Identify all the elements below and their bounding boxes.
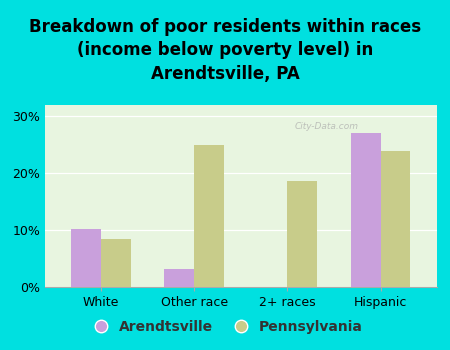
- Bar: [288, 181, 317, 287]
- Legend: Arendtsville, Pennsylvania: Arendtsville, Pennsylvania: [81, 314, 369, 340]
- Text: Breakdown of poor residents within races
(income below poverty level) in
Arendts: Breakdown of poor residents within races…: [29, 18, 421, 83]
- Bar: [194, 145, 224, 287]
- Bar: [71, 229, 101, 287]
- Bar: [101, 239, 131, 287]
- Bar: [381, 150, 410, 287]
- Bar: [351, 133, 381, 287]
- Text: City-Data.com: City-Data.com: [295, 122, 359, 131]
- Bar: [164, 269, 194, 287]
